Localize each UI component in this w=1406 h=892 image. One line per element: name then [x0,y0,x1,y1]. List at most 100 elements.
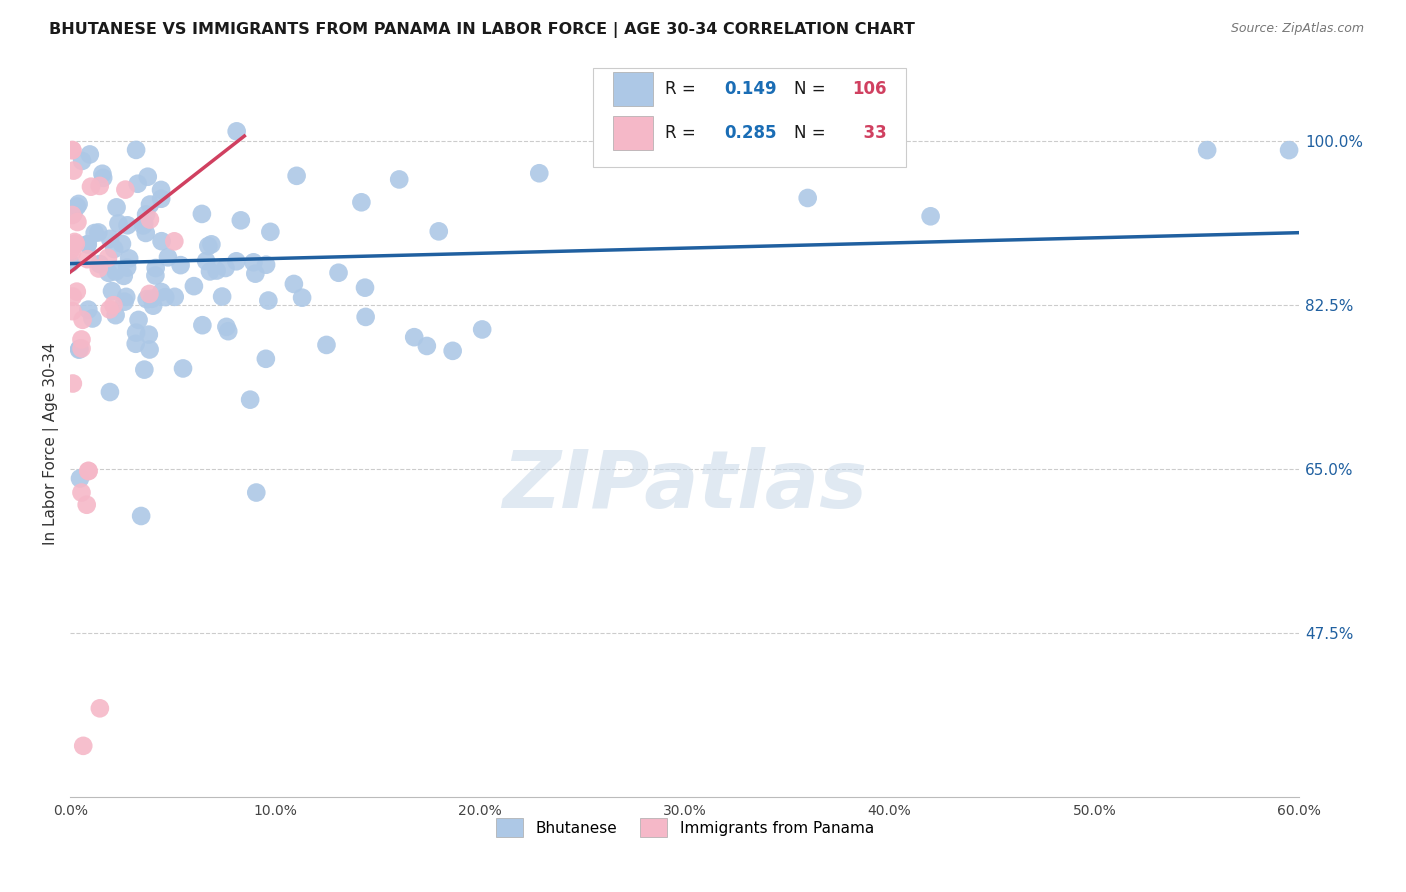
Point [59,243,82,257]
Point [242,255,264,269]
Point [91,167,114,181]
Point [141,292,163,306]
Text: 33: 33 [852,124,887,142]
Point [104,308,127,322]
Point [211,289,233,303]
Text: R =: R = [665,124,696,142]
Point [183,279,205,293]
Point [97,251,120,265]
Point [135,292,157,306]
Point [245,267,267,281]
Point [87,261,110,276]
Point [254,258,277,272]
Point [60,143,83,157]
Point [80,179,103,194]
Point [142,299,165,313]
Point [65,236,87,251]
Point [404,330,426,344]
Point [127,177,149,191]
Point [205,263,228,277]
Point [103,242,125,256]
Point [67,342,90,356]
Point [145,268,167,283]
Point [111,236,134,251]
Point [172,361,194,376]
Point [150,192,173,206]
Point [82,311,104,326]
Point [66,285,89,299]
Point [105,200,128,214]
Point [98,385,121,400]
Point [132,219,155,233]
Point [98,232,121,246]
Point [134,362,156,376]
Point [89,257,111,271]
Point [115,290,138,304]
Point [76,252,98,267]
Point [354,310,377,324]
Point [138,343,160,357]
Point [66,200,89,214]
Point [225,254,247,268]
Point [62,289,84,303]
Point [91,170,114,185]
Point [139,197,162,211]
Point [114,183,136,197]
Point [156,251,179,265]
Point [134,216,156,230]
Text: ZIPatlas: ZIPatlas [502,447,868,524]
Point [471,322,494,336]
Point [163,235,186,249]
Point [191,318,214,333]
Point [128,313,150,327]
Bar [613,72,652,106]
Point [66,215,89,229]
Point [1278,143,1301,157]
Point [107,217,129,231]
Point [70,153,93,168]
Text: Source: ZipAtlas.com: Source: ZipAtlas.com [1230,22,1364,36]
Point [70,342,93,356]
Point [125,336,148,351]
Point [62,163,84,178]
Point [254,351,277,366]
Text: BHUTANESE VS IMMIGRANTS FROM PANAMA IN LABOR FORCE | AGE 30-34 CORRELATION CHART: BHUTANESE VS IMMIGRANTS FROM PANAMA IN L… [49,22,915,38]
Point [138,327,160,342]
Point [245,485,267,500]
Point [79,147,101,161]
Point [163,290,186,304]
FancyBboxPatch shape [592,68,905,167]
Point [259,225,281,239]
Point [104,264,127,278]
Point [197,239,219,253]
Point [125,143,148,157]
Point [198,264,221,278]
Point [60,245,83,260]
Y-axis label: In Labor Force | Age 30-34: In Labor Force | Age 30-34 [44,342,59,544]
Point [135,226,157,240]
Point [76,237,98,252]
Point [191,207,214,221]
Text: 0.285: 0.285 [724,124,776,142]
Point [796,191,818,205]
Point [214,260,236,275]
Point [529,166,551,180]
Point [315,338,337,352]
Point [257,293,280,308]
Point [129,508,152,523]
Point [135,207,157,221]
Text: N =: N = [794,80,825,98]
Point [98,302,121,317]
Point [72,739,94,753]
Point [101,284,124,298]
Point [70,485,93,500]
Point [117,219,139,233]
Point [229,213,252,227]
Point [217,324,239,338]
Point [283,277,305,291]
Point [77,302,100,317]
Point [125,326,148,340]
Point [427,224,450,238]
Point [67,197,90,211]
Point [83,226,105,240]
